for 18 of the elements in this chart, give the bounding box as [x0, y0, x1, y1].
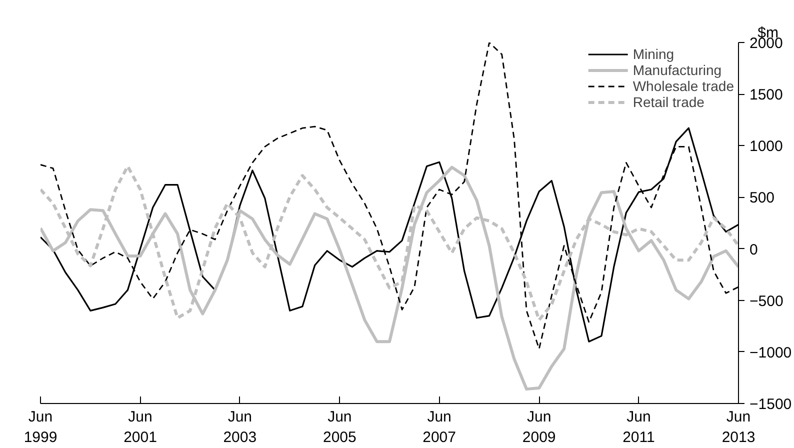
y-tick-label: 0 [750, 241, 758, 258]
y-tick-label: 1000 [750, 138, 783, 156]
y-tick-label: −500 [750, 292, 784, 310]
x-tick-label: Jun 2001 [124, 408, 157, 446]
x-tick-label: Jun 2003 [223, 408, 257, 446]
legend-label: Retail trade [632, 94, 704, 110]
legend-label: Mining [632, 46, 674, 62]
x-tick-label: Jun 2005 [322, 408, 356, 446]
line-series [40, 166, 738, 391]
x-tick-label: Jun 1999 [24, 408, 58, 446]
x-tick-label: Jun 2011 [622, 408, 655, 446]
legend-label: Wholesale trade [632, 78, 734, 94]
legend-label: Manufacturing [632, 62, 722, 78]
x-tick-label: Jun 2009 [522, 408, 556, 446]
x-tick-label: Jun 2007 [422, 408, 456, 446]
y-tick-label: 1500 [750, 86, 783, 104]
y-tick-label: −1000 [750, 344, 792, 362]
y-tick-label: 500 [750, 190, 775, 207]
